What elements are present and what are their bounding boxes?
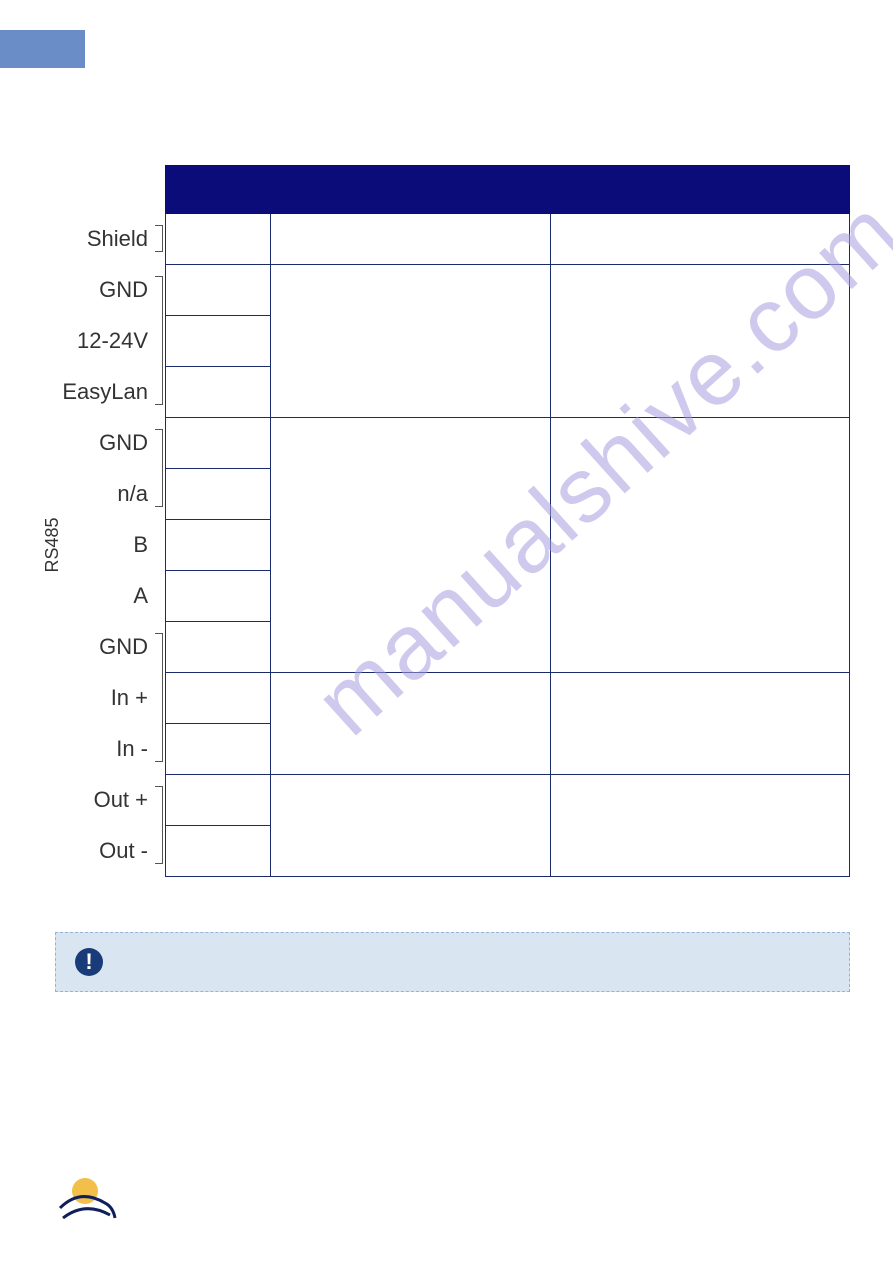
row-label-out-plus: Out + bbox=[55, 774, 160, 825]
table-row bbox=[166, 265, 850, 316]
rs485-label: RS485 bbox=[42, 517, 63, 572]
table-cell bbox=[271, 673, 551, 775]
row-label-text: EasyLan bbox=[62, 379, 148, 405]
row-label-12-24v: 12-24V bbox=[55, 315, 160, 366]
table-cell bbox=[166, 520, 271, 571]
table-cell bbox=[551, 214, 850, 265]
table-cell bbox=[166, 469, 271, 520]
table-cell bbox=[166, 622, 271, 673]
table-header-col1 bbox=[166, 166, 271, 214]
content-wrapper: Shield GND 12-24V EasyLan GND n/a bbox=[55, 165, 850, 992]
row-label-shield: Shield bbox=[55, 213, 160, 264]
row-labels-column: Shield GND 12-24V EasyLan GND n/a bbox=[55, 165, 165, 877]
row-label-in-minus: In - bbox=[55, 723, 160, 774]
row-label-gnd2: GND bbox=[55, 417, 160, 468]
row-label-text: Out - bbox=[99, 838, 148, 864]
page-tab bbox=[0, 30, 85, 68]
table-cell bbox=[166, 214, 271, 265]
table-cell bbox=[271, 775, 551, 877]
row-label-easylan: EasyLan bbox=[55, 366, 160, 417]
table-header-row bbox=[166, 166, 850, 214]
table-row bbox=[166, 775, 850, 826]
row-label-text: 12-24V bbox=[77, 328, 148, 354]
main-table bbox=[165, 165, 850, 877]
row-label-b: B RS485 bbox=[55, 519, 160, 570]
table-cell bbox=[166, 775, 271, 826]
row-label-text: GND bbox=[99, 277, 148, 303]
table-cell bbox=[271, 418, 551, 673]
table-cell bbox=[166, 724, 271, 775]
row-label-na: n/a bbox=[55, 468, 160, 519]
table-cell bbox=[271, 214, 551, 265]
table-cell bbox=[551, 673, 850, 775]
table-cell bbox=[166, 571, 271, 622]
row-label-gnd3: GND bbox=[55, 621, 160, 672]
table-cell bbox=[166, 673, 271, 724]
table-cell bbox=[551, 418, 850, 673]
row-label-in-plus: In + bbox=[55, 672, 160, 723]
table-cell bbox=[166, 826, 271, 877]
row-label-out-minus: Out - bbox=[55, 825, 160, 876]
table-cell bbox=[551, 775, 850, 877]
note-box: ! bbox=[55, 932, 850, 992]
table-header-col2 bbox=[271, 166, 551, 214]
row-label-text: In + bbox=[111, 685, 148, 711]
table-cell bbox=[166, 316, 271, 367]
table-cell bbox=[271, 265, 551, 418]
row-label-text: n/a bbox=[117, 481, 148, 507]
row-label-text: Out + bbox=[94, 787, 148, 813]
row-label-a: A bbox=[55, 570, 160, 621]
row-label-text: In - bbox=[116, 736, 148, 762]
table-cell bbox=[166, 367, 271, 418]
logo bbox=[55, 1173, 120, 1228]
table-cell bbox=[166, 418, 271, 469]
row-label-spacer bbox=[55, 165, 160, 213]
row-label-text: GND bbox=[99, 430, 148, 456]
table-cell bbox=[551, 265, 850, 418]
row-label-text: A bbox=[133, 583, 148, 609]
row-label-text: B bbox=[133, 532, 148, 558]
row-label-gnd1: GND bbox=[55, 264, 160, 315]
table-row bbox=[166, 214, 850, 265]
row-label-text: Shield bbox=[87, 226, 148, 252]
table-area: Shield GND 12-24V EasyLan GND n/a bbox=[55, 165, 850, 877]
table-header-col3 bbox=[551, 166, 850, 214]
alert-icon: ! bbox=[74, 947, 104, 977]
row-label-text: GND bbox=[99, 634, 148, 660]
table-cell bbox=[166, 265, 271, 316]
alert-glyph: ! bbox=[85, 949, 92, 974]
table-row bbox=[166, 673, 850, 724]
table-row bbox=[166, 418, 850, 469]
